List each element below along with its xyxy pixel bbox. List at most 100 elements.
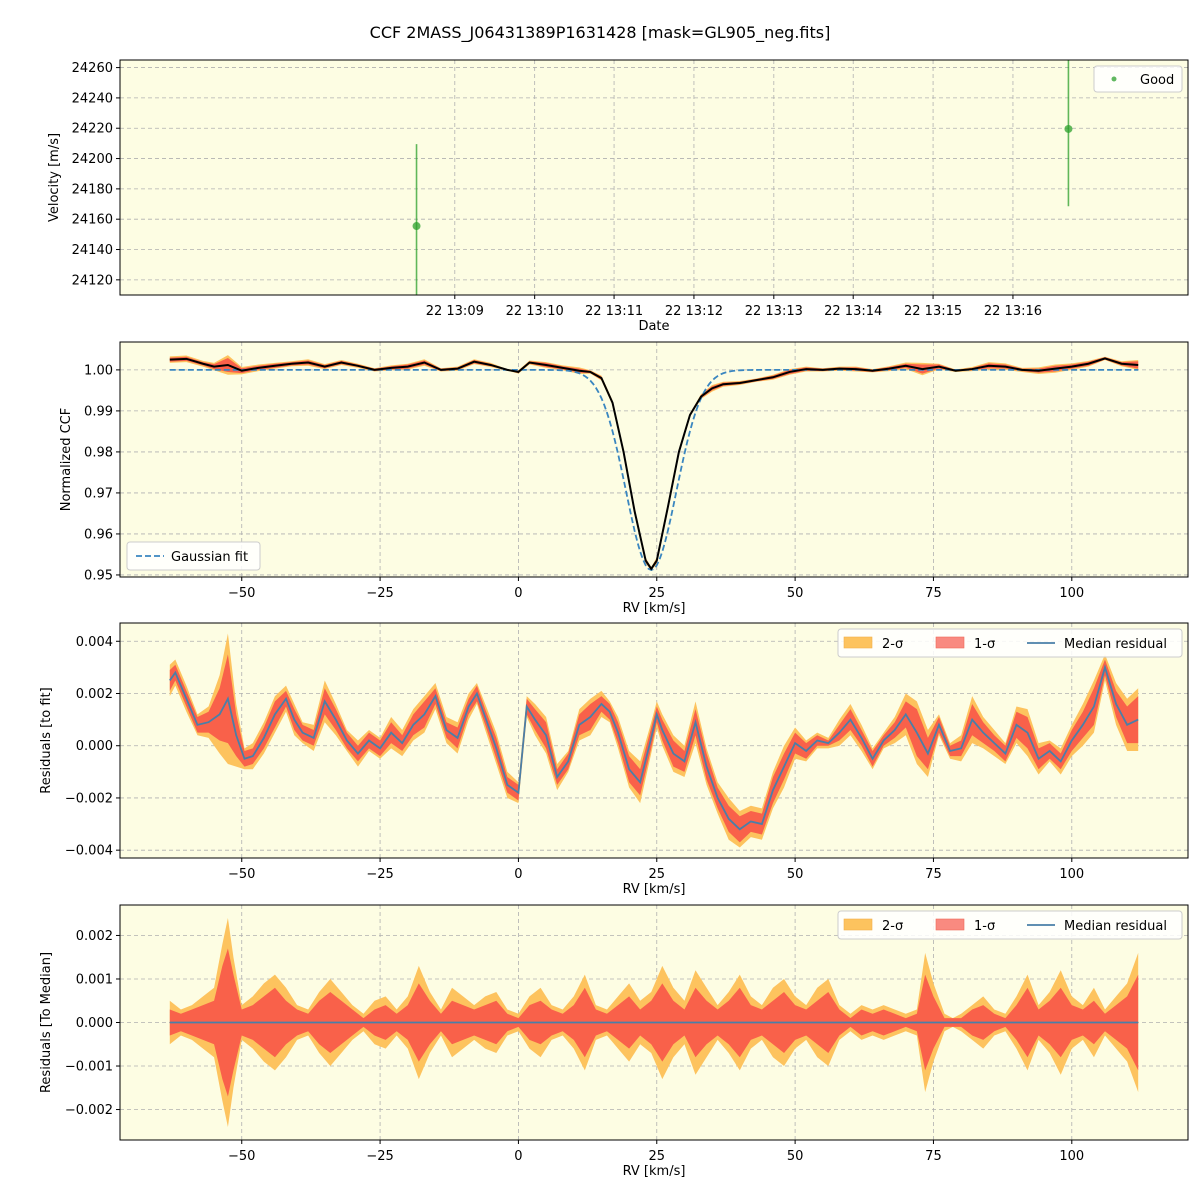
y-tick-label: −0.002 (65, 791, 113, 806)
x-tick-label: 100 (1059, 586, 1084, 601)
y-tick-label: −0.002 (65, 1103, 113, 1118)
legend-label-median-residual: Median residual (1064, 637, 1167, 652)
panel-1: 22 13:09 22 13:10 22 13:11 22 13:12 22 13:13… (47, 59, 1189, 334)
y-tick-label: 0.000 (76, 1016, 113, 1031)
data-layer (169, 355, 1139, 572)
legend-label-2-sigma: 2-σ (882, 637, 903, 652)
legend-label-2-sigma: 2-σ (882, 919, 903, 934)
y-tick-label: 0.004 (76, 635, 113, 650)
x-tick-label: 75 (925, 586, 942, 601)
data-point-good (1064, 124, 1073, 133)
figure-title: CCF 2MASS_J06431389P1631428 [mask=GL905_… (370, 23, 831, 43)
panel-3: −50 −25 0 25 50 75 100 −0.004 −0.002 0.000 0.002 0.… (39, 622, 1189, 897)
x-axis-label: RV [km/s] (623, 601, 686, 616)
panel-4: −50 −25 0 25 50 75 100 −0.002 −0.001 0.000 0.001 0.… (39, 904, 1189, 1179)
x-tick-label: 75 (925, 867, 942, 882)
panel-frame (119, 59, 1189, 296)
x-tick-label: 50 (787, 1149, 804, 1164)
x-tick-label: −50 (228, 586, 255, 601)
legend: Gaussian fit (126, 541, 261, 571)
x-tick-label: 100 (1059, 1149, 1084, 1164)
legend: 2-σ 1-σ Median residual (837, 628, 1183, 658)
x-tick-label: −50 (228, 867, 255, 882)
x-tick-label: 50 (787, 867, 804, 882)
y-tick-label: 24180 (72, 182, 113, 197)
y-tick-label: 0.96 (84, 527, 113, 542)
y-axis-label: Velocity [m/s] (47, 133, 62, 222)
x-tick-label: 22 13:15 (904, 304, 962, 319)
y-tick-label: 0.002 (76, 929, 113, 944)
y-tick-label: 24140 (72, 243, 113, 258)
legend-swatch-1-sigma (935, 636, 965, 649)
y-tick-label: 0.95 (84, 568, 113, 583)
data-point-good (412, 222, 421, 231)
gaussian-fit-line (169, 368, 1139, 572)
x-tick-label: 22 13:11 (585, 304, 643, 319)
legend-swatch-2-sigma (843, 918, 873, 931)
y-axis-label: Residuals [To Median] (39, 952, 54, 1093)
panel-frame (119, 341, 1189, 578)
x-tick-label: −25 (366, 586, 393, 601)
x-tick-label: 75 (925, 1149, 942, 1164)
x-tick-label: 0 (514, 1149, 522, 1164)
y-tick-label: 24120 (72, 273, 113, 288)
legend-box (837, 628, 1183, 658)
x-tick-label: 25 (648, 1149, 665, 1164)
legend: 2-σ 1-σ Median residual (837, 910, 1183, 940)
y-tick-label: 0.99 (84, 404, 113, 419)
x-tick-label: −25 (366, 1149, 393, 1164)
median-residual-line (169, 664, 1139, 831)
x-tick-label: 22 13:10 (506, 304, 564, 319)
data-layer (169, 918, 1139, 1127)
x-tick-label: 25 (648, 586, 665, 601)
y-axis-label: Residuals [to fit] (39, 687, 54, 793)
y-tick-label: 24220 (72, 122, 113, 137)
panel-frame (119, 622, 1189, 859)
legend-label-gaussian-fit: Gaussian fit (171, 550, 248, 565)
legend-label-median-residual: Median residual (1064, 919, 1167, 934)
y-tick-label: −0.004 (65, 844, 113, 859)
y-tick-label: −0.001 (65, 1060, 113, 1075)
legend-label-1-sigma: 1-σ (974, 637, 995, 652)
x-tick-label: −25 (366, 867, 393, 882)
legend-box (126, 541, 261, 571)
y-tick-label: 0.002 (76, 687, 113, 702)
legend-marker-good (1111, 76, 1117, 82)
y-tick-label: 0.000 (76, 739, 113, 754)
panel-background (120, 60, 1188, 295)
x-tick-label: −50 (228, 1149, 255, 1164)
x-tick-label: 0 (514, 586, 522, 601)
x-tick-label: 22 13:14 (824, 304, 882, 319)
y-tick-label: 24160 (72, 213, 113, 228)
y-axis-label: Normalized CCF (59, 408, 74, 512)
x-tick-label: 22 13:09 (426, 304, 484, 319)
legend-box (1093, 65, 1183, 93)
x-axis-label: RV [km/s] (623, 1164, 686, 1179)
x-axis-label: RV [km/s] (623, 882, 686, 897)
ccf-line (169, 357, 1139, 571)
legend-swatch-1-sigma (935, 918, 965, 931)
x-tick-label: 50 (787, 586, 804, 601)
y-tick-label: 0.98 (84, 445, 113, 460)
x-tick-label: 25 (648, 867, 665, 882)
y-tick-label: 24200 (72, 152, 113, 167)
x-tick-label: 0 (514, 867, 522, 882)
band-2-sigma (169, 633, 1139, 848)
y-tick-label: 1.00 (84, 363, 113, 378)
legend-label-good: Good (1140, 73, 1174, 88)
x-axis-label: Date (638, 319, 669, 334)
legend-box (837, 910, 1183, 940)
data-layer (412, 60, 1073, 295)
x-tick-label: 100 (1059, 867, 1084, 882)
x-tick-label: 22 13:12 (665, 304, 723, 319)
x-tick-label: 22 13:13 (745, 304, 803, 319)
panel-background (120, 342, 1188, 577)
panel-2: −50 −25 0 25 50 75 100 0.95 0.96 0.97 0.98 0.99 1.00… (59, 341, 1189, 616)
data-layer (169, 633, 1139, 848)
x-tick-label: 22 13:16 (984, 304, 1042, 319)
y-tick-label: 24240 (72, 91, 113, 106)
panels: 22 13:09 22 13:10 22 13:11 22 13:12 22 13:13… (39, 59, 1189, 1179)
y-tick-label: 0.97 (84, 486, 113, 501)
legend: Good (1093, 65, 1183, 93)
